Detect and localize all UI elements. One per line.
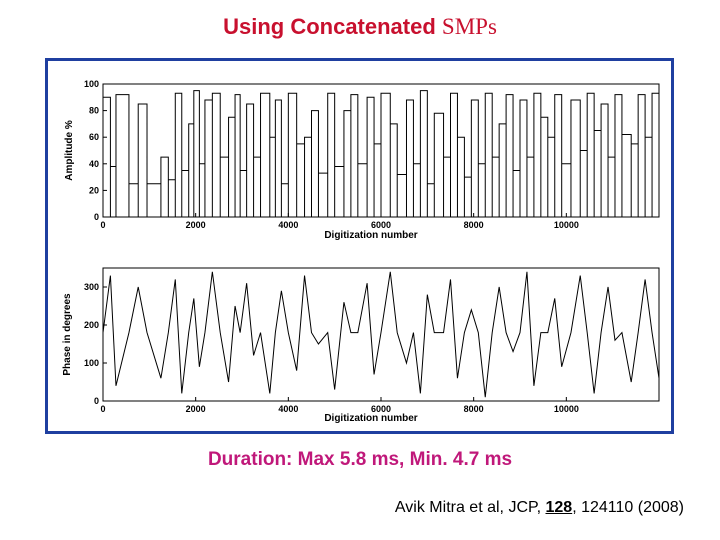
citation: Avik Mitra et al, JCP, 128, 124110 (2008… xyxy=(395,499,684,517)
phase-plot: 0 100 200 300 0 2000 4000 6000 8000 10000 Digitiza… xyxy=(62,267,660,424)
x-tick-label: 10000 xyxy=(554,220,579,230)
slide-title: Using Concatenated SMPs xyxy=(0,14,720,40)
y-tick-label: 100 xyxy=(84,79,99,89)
y-tick-label: 200 xyxy=(84,320,99,330)
y-tick-label: 20 xyxy=(89,185,99,195)
y-tick-label: 100 xyxy=(84,358,99,368)
figure-frame xyxy=(45,58,674,434)
x-tick-label: 6000 xyxy=(371,220,391,230)
slide-title-serif: SMPs xyxy=(441,14,497,39)
slide-title-sans: Using Concatenated xyxy=(223,14,436,39)
x-tick-label: 0 xyxy=(100,404,105,414)
x-axis-label: Digitization number xyxy=(324,413,417,424)
x-tick-label: 10000 xyxy=(554,404,579,414)
amplitude-plot: 0 20 40 60 80 100 0 2000 4000 6000 8000 10000 Digiti… xyxy=(64,79,660,241)
citation-prefix: Avik Mitra et al, JCP, xyxy=(394,499,542,516)
x-tick-label: 8000 xyxy=(464,404,484,414)
citation-volume: 128 xyxy=(545,499,573,516)
series-trace xyxy=(102,90,660,217)
duration-text: Duration: Max 5.8 ms, Min. 4.7 ms xyxy=(207,449,513,470)
x-tick-label: 4000 xyxy=(278,404,298,414)
series-trace xyxy=(102,271,660,398)
y-tick-label: 40 xyxy=(89,159,99,169)
x-tick-label: 0 xyxy=(100,220,105,230)
y-axis-label: Phase in degrees xyxy=(62,293,73,376)
y-tick-label: 0 xyxy=(94,212,99,222)
citation-suffix: , 124110 (2008) xyxy=(572,499,684,516)
y-tick-label: 300 xyxy=(84,282,99,292)
x-tick-label: 2000 xyxy=(186,220,206,230)
y-tick-label: 0 xyxy=(94,396,99,406)
x-tick-label: 4000 xyxy=(278,220,298,230)
y-tick-label: 60 xyxy=(89,132,99,142)
x-tick-label: 8000 xyxy=(464,220,484,230)
x-tick-label: 6000 xyxy=(371,404,391,414)
y-tick-label: 80 xyxy=(89,106,99,116)
x-axis-label: Digitization number xyxy=(324,230,417,241)
x-tick-label: 2000 xyxy=(186,404,206,414)
y-axis-label: Amplitude % xyxy=(64,120,75,181)
